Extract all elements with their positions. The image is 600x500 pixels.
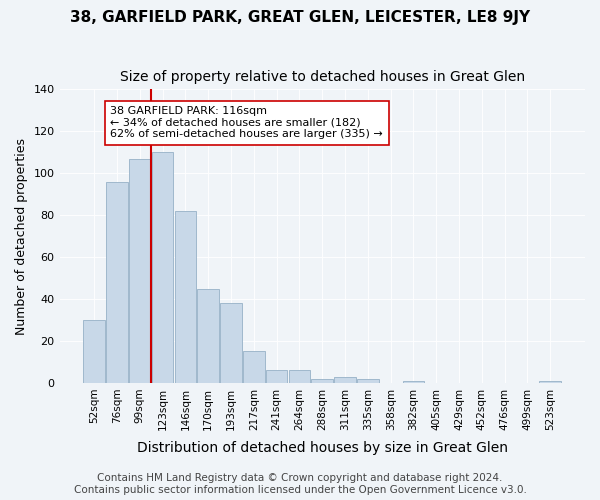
Bar bbox=[106, 182, 128, 383]
Bar bbox=[220, 303, 242, 383]
Bar bbox=[175, 211, 196, 383]
Y-axis label: Number of detached properties: Number of detached properties bbox=[15, 138, 28, 334]
Bar bbox=[289, 370, 310, 383]
Bar bbox=[334, 376, 356, 383]
Bar bbox=[266, 370, 287, 383]
Text: 38 GARFIELD PARK: 116sqm
← 34% of detached houses are smaller (182)
62% of semi-: 38 GARFIELD PARK: 116sqm ← 34% of detach… bbox=[110, 106, 383, 140]
Text: Contains HM Land Registry data © Crown copyright and database right 2024.
Contai: Contains HM Land Registry data © Crown c… bbox=[74, 474, 526, 495]
Bar bbox=[539, 381, 561, 383]
Bar bbox=[83, 320, 105, 383]
Title: Size of property relative to detached houses in Great Glen: Size of property relative to detached ho… bbox=[120, 70, 525, 84]
Bar bbox=[152, 152, 173, 383]
Bar bbox=[311, 378, 333, 383]
Bar bbox=[243, 352, 265, 383]
Bar bbox=[129, 158, 151, 383]
Bar bbox=[197, 288, 219, 383]
X-axis label: Distribution of detached houses by size in Great Glen: Distribution of detached houses by size … bbox=[137, 441, 508, 455]
Text: 38, GARFIELD PARK, GREAT GLEN, LEICESTER, LE8 9JY: 38, GARFIELD PARK, GREAT GLEN, LEICESTER… bbox=[70, 10, 530, 25]
Bar bbox=[357, 378, 379, 383]
Bar bbox=[403, 381, 424, 383]
